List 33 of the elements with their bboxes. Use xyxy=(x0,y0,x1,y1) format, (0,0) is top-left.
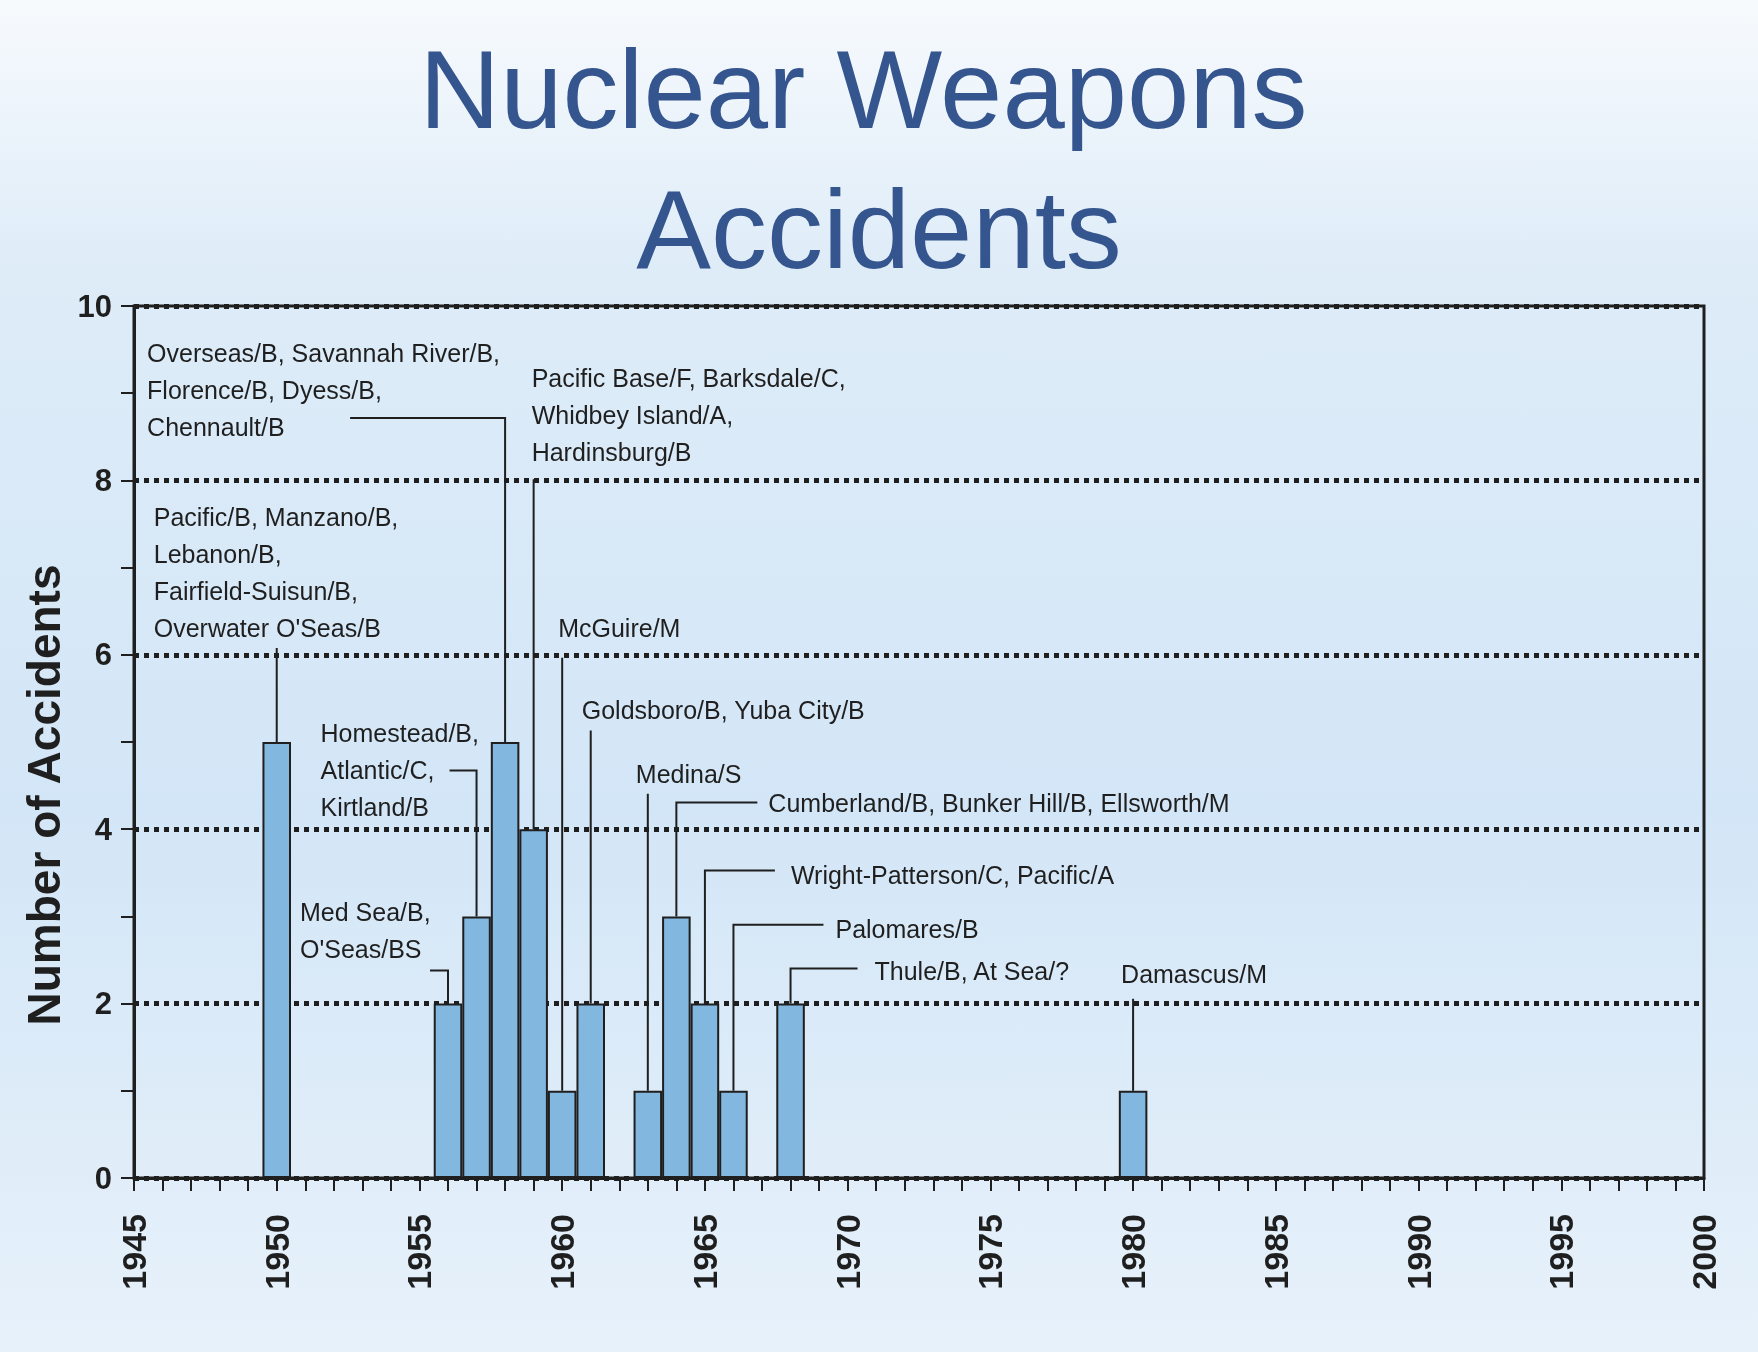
annotation: Med Sea/B, O'Seas/BS xyxy=(300,898,431,964)
x-tick-label: 1955 xyxy=(400,1214,439,1290)
annotation: Palomares/B xyxy=(835,915,979,944)
annotation: Damascus/M xyxy=(1121,960,1267,989)
x-tick-label: 1990 xyxy=(1399,1214,1438,1290)
annotation: Homestead/B, Atlantic/C, Kirtland/B xyxy=(320,718,479,821)
y-tick-label: 10 xyxy=(77,288,112,324)
y-axis-title: Number of Accidents xyxy=(17,564,70,1026)
y-tick-label: 4 xyxy=(94,811,113,847)
annotation: Pacific/B, Manzano/B, Lebanon/B, Fairfield-Suisun/B, Overwater O'Seas/B xyxy=(153,502,399,642)
x-tick-label: 1960 xyxy=(543,1214,582,1290)
x-tick-label: 1950 xyxy=(257,1214,296,1290)
annotation: Thule/B, At Sea/? xyxy=(874,957,1070,986)
x-tick-label: 1945 xyxy=(115,1214,153,1290)
annotation: McGuire/M xyxy=(558,614,681,643)
annotation: Overseas/B, Savannah River/B, Florence/B, Dyess/B, Chennault/B xyxy=(147,338,501,441)
x-tick-label: 1995 xyxy=(1542,1214,1581,1290)
annotation: Goldsboro/B, Yuba City/B xyxy=(581,696,865,725)
annotation: Pacific Base/F, Barksdale/C, Whidbey Island/A, Hardinsburg/B xyxy=(531,363,846,466)
annotation: Medina/S xyxy=(635,760,742,789)
annotation: Cumberland/B, Bunker Hill/B, Ellsworth/M xyxy=(768,788,1230,817)
annotation: Wright-Patterson/C, Pacific/A xyxy=(790,861,1115,890)
x-tick-label: 1965 xyxy=(685,1214,724,1290)
y-tick-label: 6 xyxy=(94,637,112,673)
x-tick-label: 1985 xyxy=(1256,1214,1295,1290)
x-tick-label: 1975 xyxy=(971,1214,1010,1290)
y-tick-label: 8 xyxy=(94,462,112,498)
y-tick-label: 0 xyxy=(94,1160,112,1196)
x-tick-label: 1980 xyxy=(1114,1214,1153,1290)
x-tick-label: 1970 xyxy=(828,1214,867,1290)
y-tick-label: 2 xyxy=(94,986,112,1022)
chart-title: Nuclear Weapons Accidents xyxy=(419,26,1339,292)
x-tick-label: 2000 xyxy=(1685,1214,1723,1290)
